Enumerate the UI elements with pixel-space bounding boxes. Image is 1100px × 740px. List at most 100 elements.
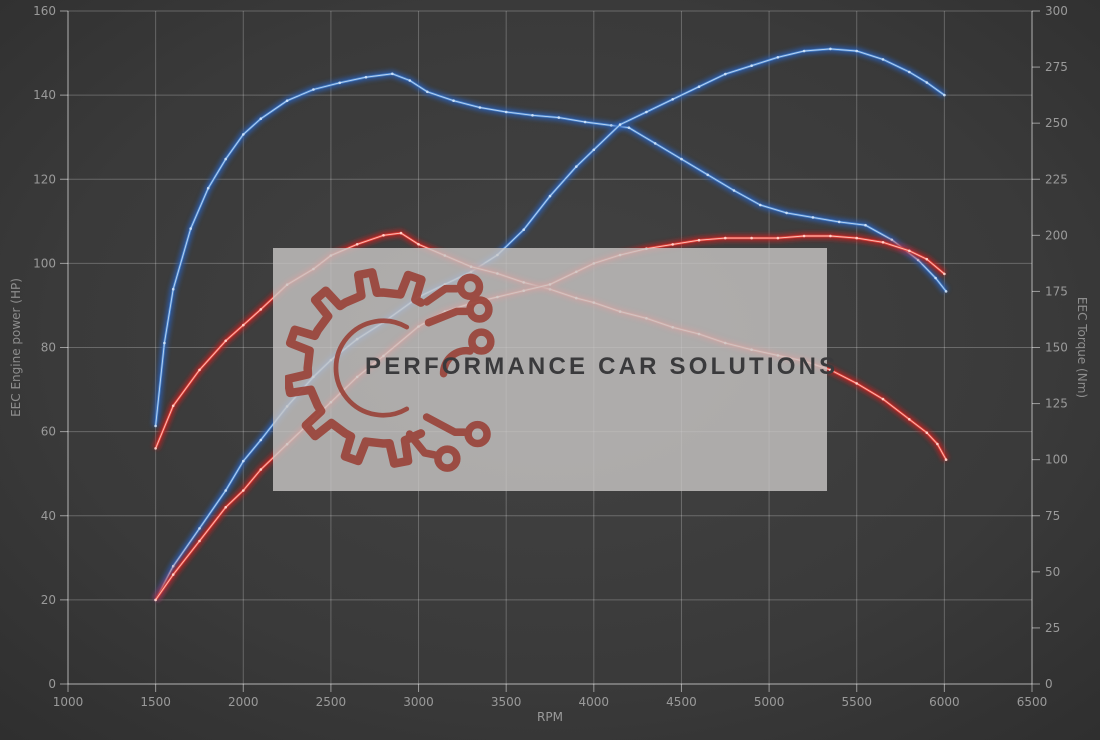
data-point	[925, 431, 929, 435]
y-right-tick-label: 225	[1045, 172, 1068, 186]
data-point	[478, 106, 482, 109]
data-point	[583, 120, 587, 124]
data-point	[575, 165, 578, 168]
data-point	[198, 539, 201, 543]
data-point	[776, 236, 780, 240]
data-point	[224, 506, 227, 509]
x-tick-label: 3000	[403, 695, 434, 709]
x-tick-label: 2000	[228, 695, 259, 709]
x-tick-label: 5500	[841, 695, 872, 709]
data-point	[391, 72, 394, 76]
watermark-text: PERFORMANCE CAR SOLUTIONS	[365, 353, 839, 380]
gear-teeth	[285, 268, 426, 468]
data-point	[399, 231, 403, 235]
data-point	[855, 382, 858, 385]
circuit-trace	[405, 430, 438, 459]
data-point	[171, 404, 175, 408]
gear-circuit-logo-icon	[285, 268, 495, 472]
y-right-axis-title: EEC Torque (Nm)	[1075, 297, 1089, 398]
circuit-trace	[439, 346, 474, 378]
data-point	[908, 249, 911, 253]
data-point	[936, 442, 939, 446]
data-point	[750, 64, 753, 67]
data-point	[881, 58, 885, 61]
data-point	[724, 72, 727, 76]
x-tick-label: 6000	[929, 695, 960, 709]
circuit-node	[468, 328, 495, 355]
x-tick-label: 5000	[754, 695, 785, 709]
data-point	[811, 216, 815, 219]
data-point	[557, 116, 561, 119]
data-point	[724, 236, 727, 240]
y-right-tick-label: 0	[1045, 677, 1053, 691]
series-power-blue	[152, 45, 947, 602]
y-left-tick-label: 120	[33, 172, 56, 186]
data-point	[242, 323, 245, 327]
data-point	[671, 243, 674, 246]
data-point	[750, 236, 753, 240]
data-point	[829, 47, 832, 51]
data-point	[653, 142, 657, 145]
y-right-tick-label: 275	[1045, 60, 1068, 74]
x-tick-label: 4000	[579, 695, 610, 709]
circuit-node	[464, 420, 491, 448]
y-left-tick-label: 140	[33, 88, 56, 102]
y-right-tick-label: 300	[1045, 4, 1068, 18]
circuit-node	[434, 445, 461, 472]
data-point	[198, 527, 201, 530]
data-point	[925, 257, 929, 261]
curve-highlight-torque-blue	[155, 73, 947, 427]
data-point	[759, 203, 762, 207]
data-point	[890, 238, 894, 242]
x-tick-label: 3500	[491, 695, 522, 709]
y-right-tick-label: 150	[1045, 341, 1068, 355]
data-point	[224, 339, 227, 343]
data-point	[285, 99, 289, 102]
data-point	[338, 81, 342, 85]
data-point	[881, 241, 885, 244]
x-tick-label: 2500	[316, 695, 347, 709]
data-point	[943, 272, 946, 276]
circuit-node	[456, 273, 484, 301]
circuit-trace	[422, 284, 461, 306]
data-point	[802, 234, 806, 238]
data-point	[154, 424, 157, 428]
data-point	[259, 117, 263, 120]
data-point	[548, 194, 552, 198]
data-point	[934, 276, 937, 280]
data-point	[242, 489, 245, 492]
tick-labels: 0 20 40 60 80 100 120 140 160 0 25 50 75 100 125 150 175…	[9, 4, 1089, 724]
data-point	[364, 75, 368, 79]
data-point	[189, 227, 192, 230]
circuit-node	[466, 296, 493, 323]
axis-frame	[60, 10, 1040, 692]
x-tick-label: 4500	[666, 695, 697, 709]
data-point	[881, 397, 885, 401]
data-point	[355, 243, 359, 246]
data-point	[837, 220, 841, 224]
y-left-tick-label: 20	[41, 593, 56, 607]
data-point	[154, 447, 157, 450]
data-point	[259, 308, 263, 311]
circuit-trace	[424, 307, 471, 327]
y-left-tick-label: 80	[41, 341, 56, 355]
data-point	[618, 123, 622, 126]
x-axis-title: RPM	[537, 710, 563, 724]
y-right-tick-label: 175	[1045, 284, 1068, 298]
data-point	[908, 418, 911, 421]
y-right-tick-label: 100	[1045, 453, 1068, 467]
data-point	[408, 79, 412, 82]
y-left-tick-label: 160	[33, 4, 56, 18]
series-torque-blue	[152, 70, 949, 428]
data-point	[171, 573, 175, 576]
data-point	[206, 186, 210, 190]
x-tick-label: 1500	[140, 695, 171, 709]
data-point	[697, 85, 701, 88]
curve-markers-torque-blue	[154, 72, 948, 428]
watermark: PERFORMANCE CAR SOLUTIONS	[273, 248, 839, 491]
data-point	[829, 368, 832, 372]
data-point	[943, 93, 946, 97]
data-point	[163, 341, 166, 345]
data-point	[944, 458, 948, 462]
